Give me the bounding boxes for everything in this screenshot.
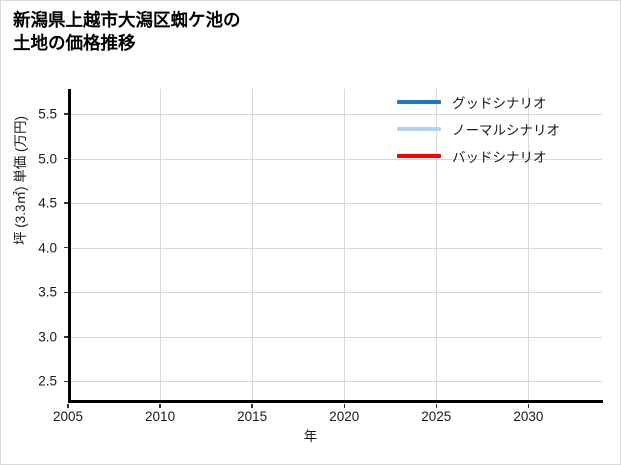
y-tick-label: 5.0 — [38, 151, 57, 167]
plot-background — [68, 89, 602, 401]
gridline-vertical — [344, 89, 346, 401]
y-tick-mark — [64, 246, 68, 249]
x-tick-mark — [159, 403, 161, 408]
y-tick-mark — [64, 380, 68, 383]
y-tick-label: 2.5 — [38, 373, 57, 389]
legend-swatch — [397, 99, 441, 105]
y-tick-mark — [64, 113, 68, 115]
y-tick-label: 4.0 — [38, 240, 57, 256]
x-tick-label: 2015 — [237, 409, 268, 424]
y-tick-mark — [64, 336, 68, 338]
legend-swatch — [397, 126, 441, 132]
gridline-vertical — [528, 89, 530, 401]
x-tick-label: 2025 — [421, 409, 452, 424]
gridline-horizontal — [68, 336, 602, 338]
page-title: 新潟県上越市大潟区蜘ケ池の 土地の価格推移 — [13, 10, 241, 54]
x-tick-mark — [251, 403, 253, 408]
x-tick-label: 2020 — [329, 409, 360, 424]
gridline-horizontal — [68, 203, 602, 205]
x-tick-mark — [527, 403, 530, 408]
y-tick-mark — [64, 291, 68, 293]
gridline-vertical — [436, 89, 438, 401]
y-tick-mark — [64, 202, 68, 204]
legend-item[interactable]: グッドシナリオ — [397, 93, 560, 111]
gridline-horizontal — [68, 113, 602, 115]
y-tick-label: 4.5 — [38, 195, 57, 211]
y-tick-label: 3.5 — [38, 284, 57, 300]
plot-area — [68, 89, 602, 401]
gridline-horizontal — [68, 158, 602, 160]
y-axis-spine — [68, 89, 71, 402]
gridline-horizontal — [68, 247, 602, 249]
gridline-horizontal — [68, 292, 602, 294]
legend-swatch — [397, 153, 441, 159]
y-tick-mark — [64, 157, 68, 160]
x-axis-spine — [68, 400, 603, 403]
y-tick-label: 3.0 — [38, 329, 57, 345]
chart-legend: グッドシナリオ ノーマルシナリオ バッドシナリオ — [397, 93, 560, 165]
legend-label: バッドシナリオ — [452, 150, 547, 165]
x-tick-label: 2005 — [52, 409, 84, 424]
x-axis-label: 年 — [303, 429, 318, 444]
gridline-vertical — [252, 89, 254, 401]
x-tick-label: 2010 — [145, 409, 176, 424]
x-tick-label: 2030 — [513, 409, 544, 424]
x-tick-mark — [343, 403, 345, 408]
legend-item[interactable]: バッドシナリオ — [397, 147, 560, 165]
x-tick-mark — [67, 403, 69, 408]
gridline-vertical — [160, 89, 162, 401]
legend-label: ノーマルシナリオ — [452, 123, 560, 138]
gridline-horizontal — [68, 381, 602, 383]
y-axis-label: 坪 (3.3㎡) 単価 (万円) — [13, 115, 28, 245]
y-tick-label: 5.5 — [38, 106, 57, 122]
x-tick-mark — [435, 403, 437, 408]
legend-item[interactable]: ノーマルシナリオ — [397, 120, 560, 138]
legend-label: グッドシナリオ — [452, 96, 547, 111]
